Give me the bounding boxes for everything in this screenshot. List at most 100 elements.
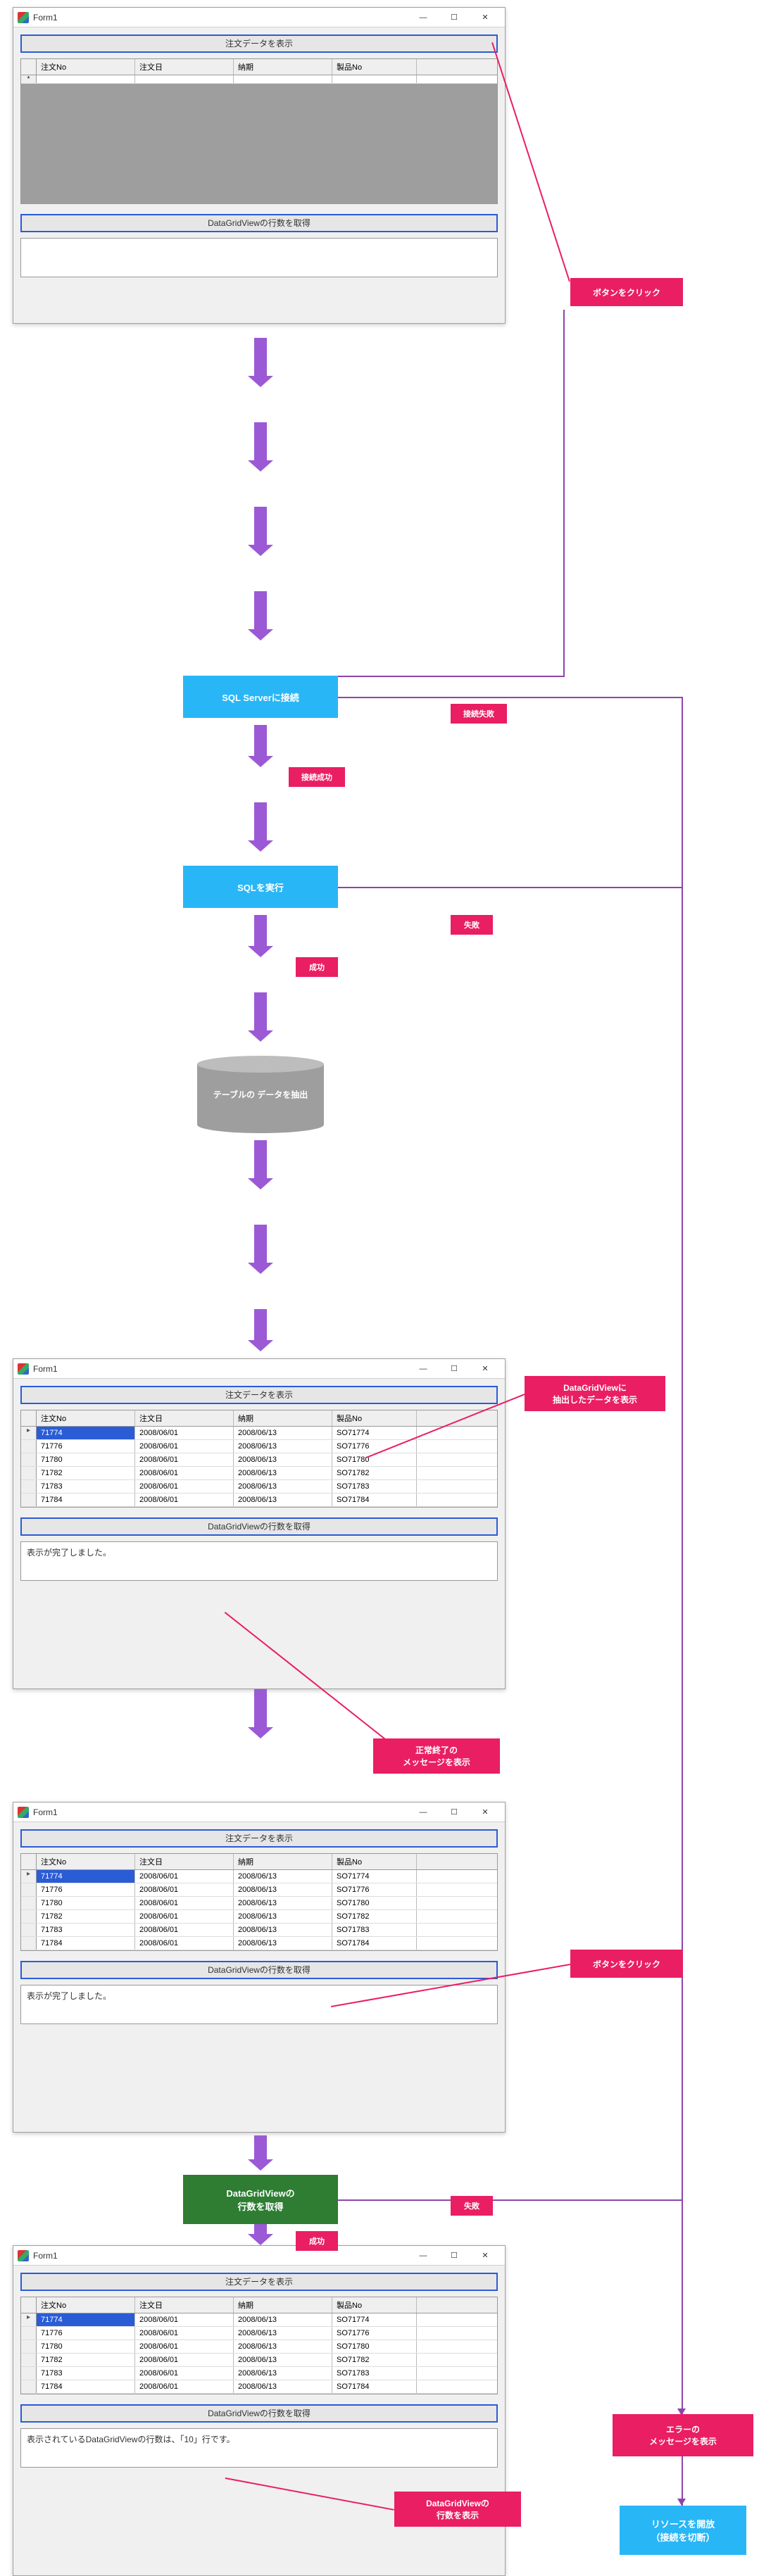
cell[interactable]: 2008/06/01	[135, 1440, 234, 1453]
get-row-count-button[interactable]: DataGridViewの行数を取得	[20, 1961, 498, 1979]
column-header[interactable]: 注文日	[135, 1854, 234, 1869]
column-header[interactable]: 納期	[234, 2297, 332, 2313]
show-order-data-button[interactable]: 注文データを表示	[20, 1829, 498, 1848]
column-header[interactable]: 製品No	[332, 1854, 417, 1869]
cell[interactable]: SO71774	[332, 2313, 417, 2326]
datagridview[interactable]: 注文No注文日納期製品No717742008/06/012008/06/13SO…	[20, 1410, 498, 1508]
datagridview[interactable]: 注文No注文日納期製品No717742008/06/012008/06/13SO…	[20, 2297, 498, 2394]
window-control-close[interactable]: ✕	[470, 8, 501, 27]
cell[interactable]: 71776	[37, 1883, 135, 1896]
show-order-data-button[interactable]: 注文データを表示	[20, 34, 498, 53]
column-header[interactable]: 注文No	[37, 1410, 135, 1426]
cell[interactable]: 2008/06/13	[234, 1870, 332, 1883]
cell[interactable]: SO71783	[332, 2367, 417, 2380]
cell[interactable]: SO71776	[332, 1883, 417, 1896]
cell[interactable]: 71784	[37, 1494, 135, 1506]
cell[interactable]: 71783	[37, 1480, 135, 1493]
cell[interactable]: SO71780	[332, 1453, 417, 1466]
cell[interactable]: 2008/06/01	[135, 2327, 234, 2340]
cell[interactable]: SO71784	[332, 2380, 417, 2393]
cell[interactable]	[332, 75, 417, 83]
cell[interactable]: 2008/06/01	[135, 1494, 234, 1506]
cell[interactable]: 2008/06/01	[135, 1480, 234, 1493]
show-order-data-button[interactable]: 注文データを表示	[20, 1386, 498, 1404]
window-control-min[interactable]: —	[408, 1359, 439, 1379]
get-row-count-button[interactable]: DataGridViewの行数を取得	[20, 214, 498, 232]
table-row[interactable]: 717842008/06/012008/06/13SO71784	[21, 1494, 497, 1507]
window-control-max[interactable]: ☐	[439, 1802, 470, 1822]
get-row-count-button[interactable]: DataGridViewの行数を取得	[20, 2404, 498, 2423]
cell[interactable]: 2008/06/13	[234, 1480, 332, 1493]
cell[interactable]: 2008/06/01	[135, 1453, 234, 1466]
cell[interactable]: SO71774	[332, 1870, 417, 1883]
cell[interactable]: 71783	[37, 2367, 135, 2380]
table-row[interactable]: 717842008/06/012008/06/13SO71784	[21, 1937, 497, 1950]
datagridview[interactable]: 注文No注文日納期製品No*	[20, 58, 498, 204]
cell[interactable]: 2008/06/01	[135, 1937, 234, 1950]
cell[interactable]: SO71774	[332, 1427, 417, 1439]
column-header[interactable]: 製品No	[332, 59, 417, 75]
column-header[interactable]: 納期	[234, 1854, 332, 1869]
window-control-close[interactable]: ✕	[470, 1359, 501, 1379]
column-header[interactable]: 注文日	[135, 2297, 234, 2313]
get-row-count-button[interactable]: DataGridViewの行数を取得	[20, 1517, 498, 1536]
cell[interactable]: 2008/06/13	[234, 1453, 332, 1466]
cell[interactable]: 2008/06/01	[135, 2313, 234, 2326]
cell[interactable]	[234, 75, 332, 83]
cell[interactable]: 71774	[37, 2313, 135, 2326]
cell[interactable]: 71782	[37, 1467, 135, 1479]
column-header[interactable]: 製品No	[332, 2297, 417, 2313]
cell[interactable]: 2008/06/13	[234, 2354, 332, 2366]
message-textbox[interactable]	[20, 238, 498, 277]
table-row[interactable]: 717822008/06/012008/06/13SO71782	[21, 1467, 497, 1480]
cell[interactable]: 2008/06/13	[234, 1883, 332, 1896]
cell[interactable]: 2008/06/01	[135, 2380, 234, 2393]
cell[interactable]: SO71784	[332, 1937, 417, 1950]
table-row[interactable]: 717822008/06/012008/06/13SO71782	[21, 1910, 497, 1924]
cell[interactable]: 2008/06/13	[234, 1897, 332, 1909]
table-row[interactable]: 717832008/06/012008/06/13SO71783	[21, 2367, 497, 2380]
cell[interactable]: 2008/06/01	[135, 1910, 234, 1923]
cell[interactable]: SO71782	[332, 1467, 417, 1479]
cell[interactable]: SO71780	[332, 1897, 417, 1909]
cell[interactable]: 71774	[37, 1870, 135, 1883]
table-row[interactable]: 717842008/06/012008/06/13SO71784	[21, 2380, 497, 2394]
cell[interactable]: 2008/06/01	[135, 2354, 234, 2366]
datagridview[interactable]: 注文No注文日納期製品No717742008/06/012008/06/13SO…	[20, 1853, 498, 1951]
window-control-max[interactable]: ☐	[439, 2246, 470, 2266]
window-control-min[interactable]: —	[408, 8, 439, 27]
cell[interactable]: 2008/06/13	[234, 2313, 332, 2326]
table-row[interactable]: 717802008/06/012008/06/13SO71780	[21, 1897, 497, 1910]
window-control-max[interactable]: ☐	[439, 8, 470, 27]
column-header[interactable]: 製品No	[332, 1410, 417, 1426]
message-textbox[interactable]: 表示されているDataGridViewの行数は、「10」行です。	[20, 2428, 498, 2468]
cell[interactable]: 71782	[37, 1910, 135, 1923]
message-textbox[interactable]: 表示が完了しました。	[20, 1985, 498, 2024]
cell[interactable]: 2008/06/13	[234, 1937, 332, 1950]
cell[interactable]: 71780	[37, 1453, 135, 1466]
cell[interactable]: 2008/06/13	[234, 1910, 332, 1923]
cell[interactable]: 71784	[37, 2380, 135, 2393]
column-header[interactable]: 納期	[234, 59, 332, 75]
cell[interactable]: SO71782	[332, 1910, 417, 1923]
show-order-data-button[interactable]: 注文データを表示	[20, 2273, 498, 2291]
cell[interactable]	[37, 75, 135, 83]
cell[interactable]: 2008/06/13	[234, 1440, 332, 1453]
column-header[interactable]: 注文日	[135, 59, 234, 75]
window-control-max[interactable]: ☐	[439, 1359, 470, 1379]
cell[interactable]: 2008/06/13	[234, 1494, 332, 1506]
cell[interactable]	[135, 75, 234, 83]
cell[interactable]: 2008/06/13	[234, 2327, 332, 2340]
cell[interactable]: 2008/06/01	[135, 1467, 234, 1479]
cell[interactable]: 2008/06/01	[135, 2340, 234, 2353]
cell[interactable]: 2008/06/01	[135, 1427, 234, 1439]
cell[interactable]: SO71783	[332, 1924, 417, 1936]
table-row[interactable]: 717742008/06/012008/06/13SO71774	[21, 2313, 497, 2327]
cell[interactable]: SO71782	[332, 2354, 417, 2366]
cell[interactable]: 2008/06/01	[135, 2367, 234, 2380]
table-row[interactable]: 717832008/06/012008/06/13SO71783	[21, 1480, 497, 1494]
column-header[interactable]: 注文No	[37, 2297, 135, 2313]
cell[interactable]: SO71783	[332, 1480, 417, 1493]
cell[interactable]: 2008/06/13	[234, 1467, 332, 1479]
table-row[interactable]: 717822008/06/012008/06/13SO71782	[21, 2354, 497, 2367]
